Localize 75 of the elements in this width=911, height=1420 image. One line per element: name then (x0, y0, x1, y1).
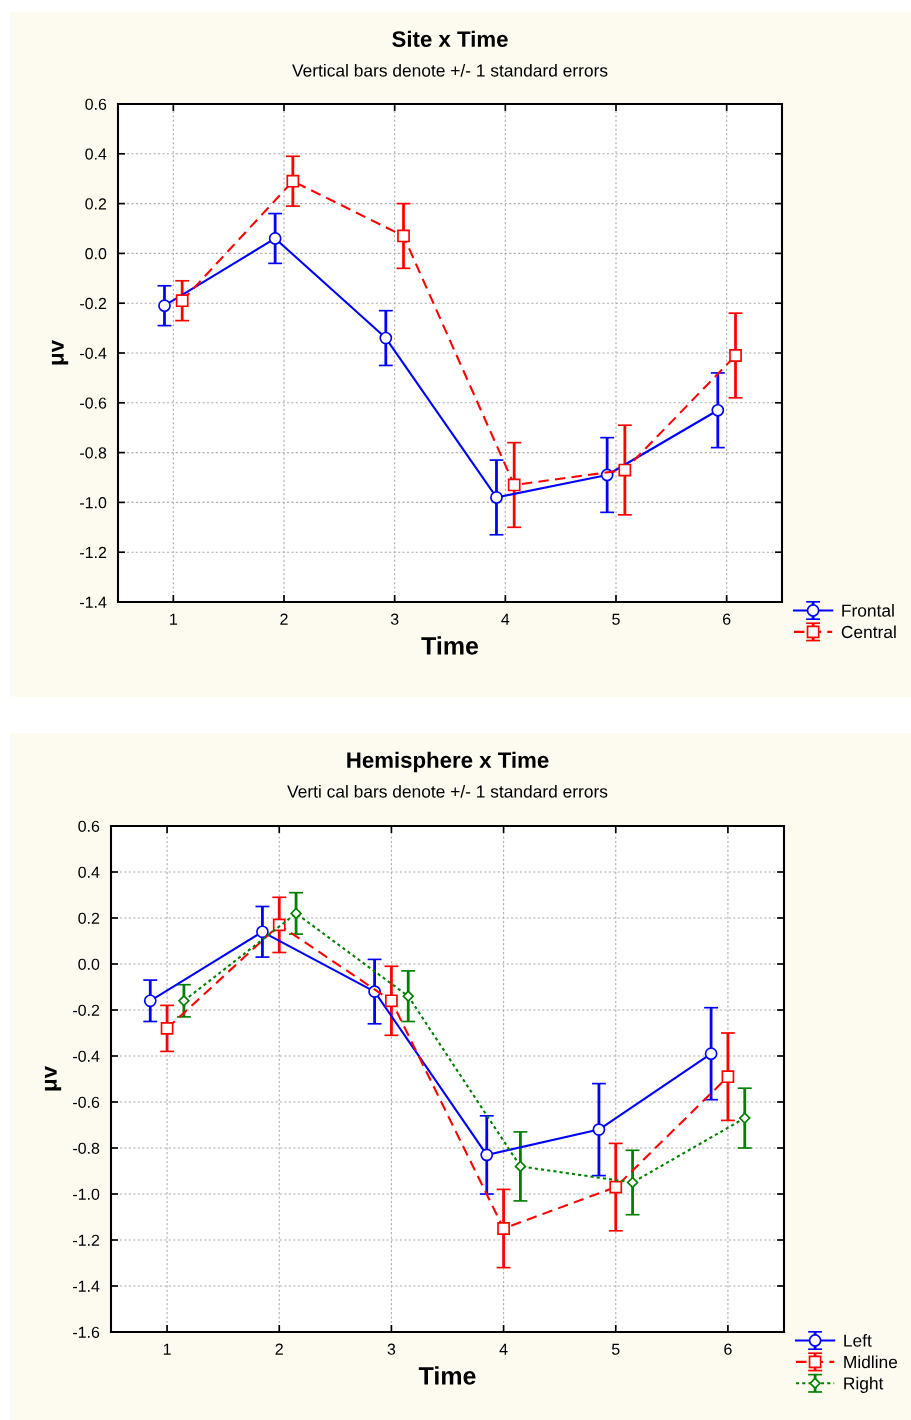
point (480, 1148, 494, 1162)
point (286, 174, 300, 188)
y-tick-label: -0.4 (73, 1050, 100, 1062)
point (256, 925, 269, 939)
y-tick-label: 0.6 (85, 98, 107, 110)
y-tick-label: 0.6 (78, 820, 100, 832)
point (160, 1022, 174, 1035)
point (268, 232, 282, 245)
x-tick-label: 6 (723, 613, 731, 625)
y-tick-label: -0.4 (80, 347, 107, 359)
y-tick-label: -0.8 (80, 447, 107, 459)
chart-title: Site x Time (392, 30, 508, 47)
x-tick-label: 3 (390, 613, 399, 625)
y-tick-label: 0.2 (85, 198, 107, 210)
y-tick-label: 0.4 (78, 866, 100, 878)
x-tick-label: 5 (612, 613, 620, 625)
y-tick-label: -1.2 (80, 546, 107, 558)
y-tick-label: -1.0 (80, 497, 107, 509)
x-axis-title: Time (418, 1366, 476, 1385)
y-tick-label: 0.4 (85, 148, 107, 160)
y-axis-title: μv (44, 1066, 62, 1091)
point (290, 907, 302, 920)
point (379, 331, 393, 345)
point (704, 1047, 718, 1061)
x-tick-label: 3 (387, 1343, 396, 1355)
y-tick-label: -1.2 (73, 1234, 100, 1246)
point (497, 1222, 510, 1235)
chart-subtitle: Verti cal bars denote +/- 1 standard errors (287, 784, 608, 798)
y-tick-label: 0.0 (78, 958, 100, 970)
y-tick-label: 0.0 (85, 248, 107, 260)
x-tick-label: 2 (280, 613, 288, 625)
legend-label: Left (844, 1334, 872, 1347)
y-axis-title: μv (51, 340, 69, 365)
x-tick-label: 5 (611, 1343, 620, 1355)
x-tick-label: 4 (499, 1343, 508, 1355)
point (729, 349, 742, 362)
y-tick-label: -1.6 (73, 1326, 100, 1338)
point (385, 994, 398, 1008)
y-tick-label: -1.4 (80, 596, 107, 608)
legend-label: Frontal (842, 604, 894, 617)
y-tick-label: -1.4 (73, 1280, 100, 1292)
x-tick-label: 6 (724, 1343, 732, 1355)
point (175, 294, 189, 308)
legend-label: Central (841, 625, 896, 639)
point (592, 1123, 606, 1136)
chart-subtitle: Vertical bars denote +/- 1 standard errors (292, 63, 608, 77)
legend-label: Right (844, 1376, 884, 1393)
y-tick-label: -0.8 (73, 1142, 100, 1154)
point (721, 1070, 735, 1084)
point (397, 229, 410, 243)
point (609, 1180, 623, 1194)
point (626, 1176, 639, 1189)
y-tick-label: -0.6 (80, 397, 107, 409)
point (158, 299, 171, 313)
y-tick-label: 0.2 (78, 912, 100, 924)
x-tick-label: 2 (275, 1343, 283, 1355)
point (711, 403, 725, 417)
x-axis-title: Time (421, 636, 479, 655)
y-tick-label: -0.2 (80, 297, 107, 310)
y-tick-label: -0.6 (73, 1096, 100, 1108)
x-tick-label: 1 (163, 1343, 171, 1355)
point (490, 491, 503, 504)
point (738, 1112, 751, 1124)
chart-title: Hemisphere x Time (347, 751, 549, 773)
point (402, 990, 414, 1002)
legend-label: Midline (844, 1355, 898, 1369)
y-tick-label: -1.0 (73, 1188, 100, 1200)
point (507, 478, 521, 492)
x-tick-label: 4 (501, 613, 510, 625)
x-tick-label: 1 (170, 613, 177, 625)
point (178, 995, 190, 1007)
point (514, 1160, 527, 1173)
point (618, 463, 632, 477)
point (143, 994, 157, 1008)
y-tick-label: -0.2 (73, 1004, 100, 1016)
